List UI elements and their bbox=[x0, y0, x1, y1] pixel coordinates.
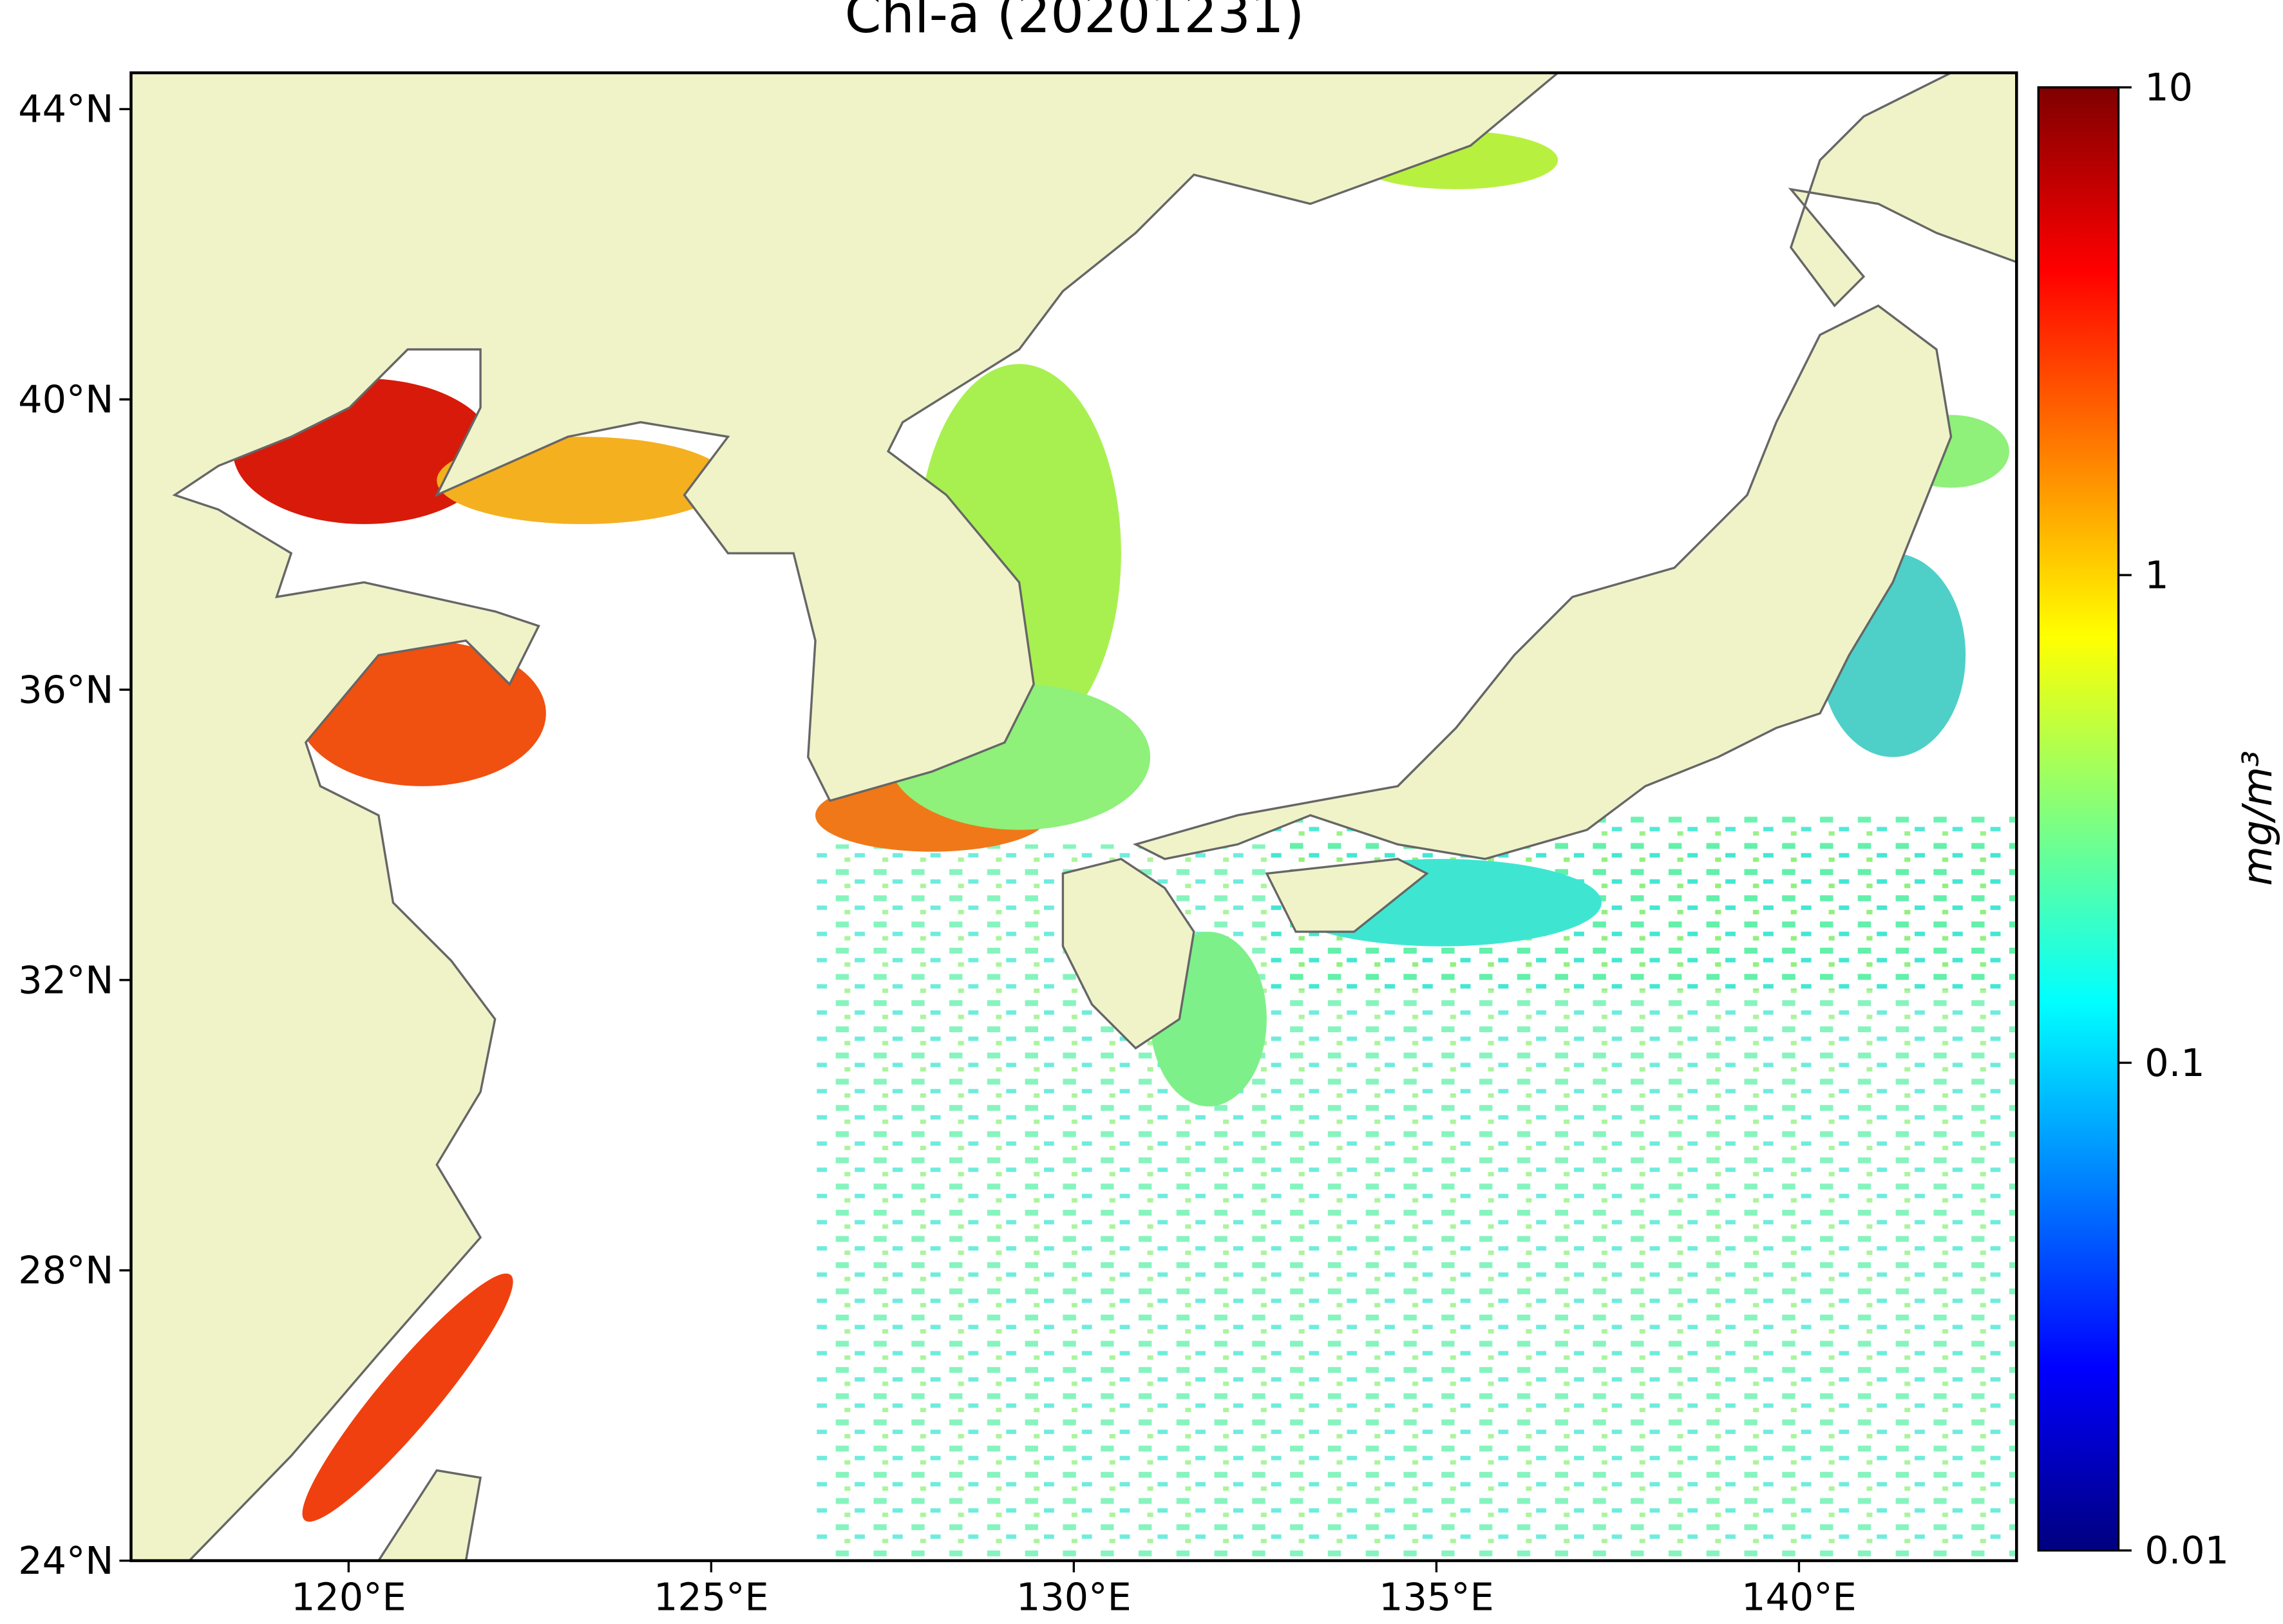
y-tick-label: 40°N bbox=[18, 377, 113, 422]
y-tick-label: 24°N bbox=[18, 1538, 113, 1583]
colorbar bbox=[2037, 86, 2120, 1552]
y-tick-label: 32°N bbox=[18, 958, 113, 1002]
x-tick-label: 120°E bbox=[291, 1575, 406, 1619]
map-area bbox=[131, 73, 2017, 1561]
y-tick-label: 28°N bbox=[18, 1248, 113, 1292]
colorbar-tick-label: 1 bbox=[2145, 552, 2168, 597]
taiwan bbox=[377, 1469, 482, 1561]
colorbar-tick-label: 0.1 bbox=[2145, 1041, 2204, 1085]
x-tick-label: 140°E bbox=[1741, 1575, 1857, 1619]
colorbar-tick-label: 10 bbox=[2145, 65, 2193, 109]
kyushu bbox=[1061, 858, 1195, 1050]
honshu bbox=[1132, 304, 1953, 860]
x-tick-label: 135°E bbox=[1379, 1575, 1494, 1619]
x-tick-label: 125°E bbox=[654, 1575, 769, 1619]
y-tick-label: 44°N bbox=[18, 87, 113, 131]
x-tick-label: 130°E bbox=[1016, 1575, 1132, 1619]
land bbox=[131, 73, 2017, 1561]
map-title: Chl-a (20201231) bbox=[845, 0, 1305, 45]
axes: 120°E 125°E 130°E 135°E 140°E 24°N 28°N 32°N 36°… bbox=[18, 65, 2229, 1619]
mainland bbox=[131, 73, 1560, 1561]
hokkaido bbox=[1788, 73, 2017, 308]
colorbar-tick-label: 0.01 bbox=[2145, 1528, 2229, 1572]
y-tick-label: 36°N bbox=[18, 667, 113, 712]
colorbar-label: mg/m³ bbox=[2233, 751, 2281, 886]
shikoku bbox=[1265, 858, 1429, 933]
